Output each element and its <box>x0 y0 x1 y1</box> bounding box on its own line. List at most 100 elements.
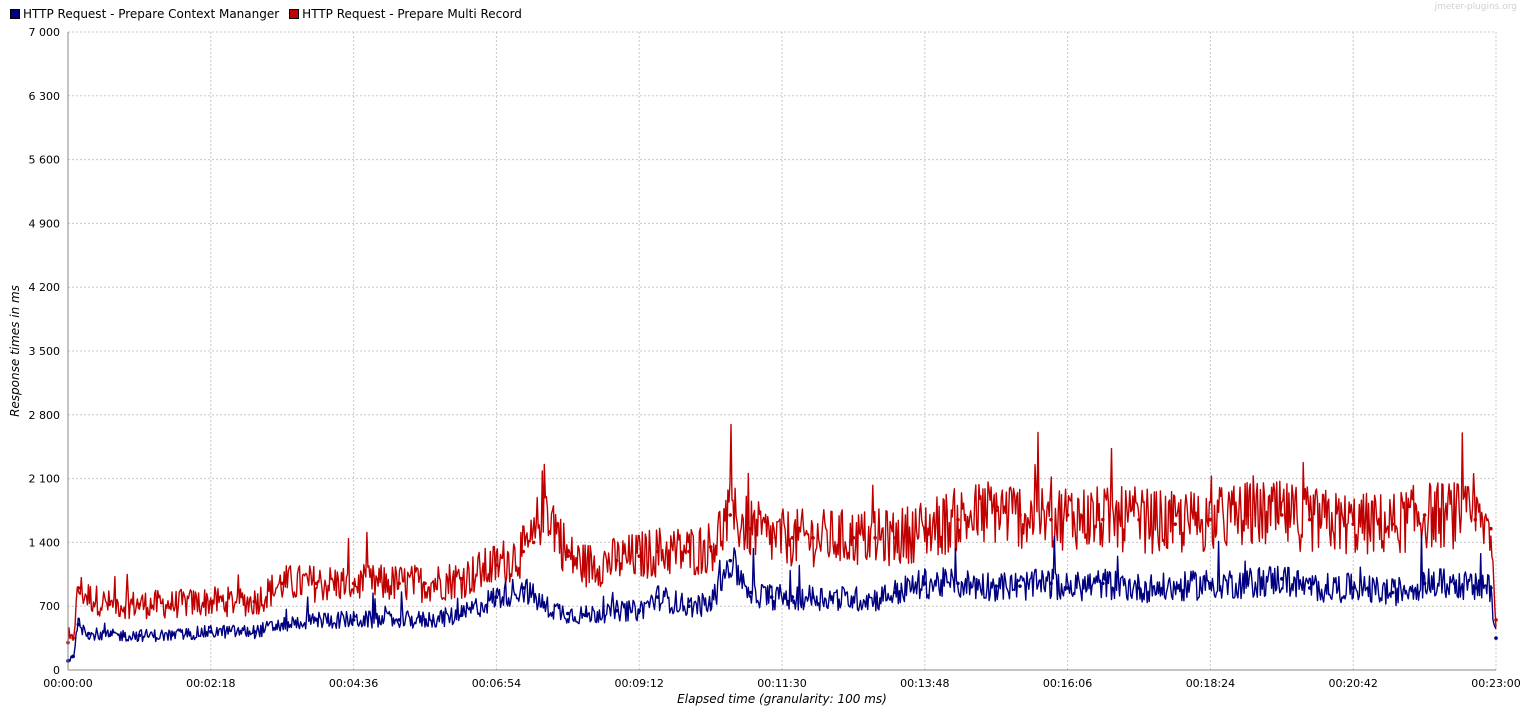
data-point <box>137 602 142 607</box>
data-point <box>397 581 401 586</box>
data-point <box>209 599 213 604</box>
data-point <box>708 545 713 549</box>
data-point <box>1018 584 1022 588</box>
data-point <box>1422 581 1427 586</box>
legend-swatch-multi-record <box>289 9 300 19</box>
x-tick-label: 00:20:42 <box>1328 677 1377 690</box>
data-point <box>1351 522 1355 526</box>
y-axis-label: Response times in ms <box>8 285 22 417</box>
data-point <box>542 604 546 608</box>
series-layer <box>66 423 1498 663</box>
data-point <box>873 597 877 601</box>
data-point <box>749 526 753 531</box>
data-point <box>894 536 898 540</box>
x-tick-label: 00:18:24 <box>1186 677 1235 690</box>
x-axis-label: Elapsed time (granularity: 100 ms) <box>677 692 887 706</box>
x-tick-label: 00:16:06 <box>1043 677 1092 690</box>
tick-labels: 0 700 1 400 2 100 2 800 3 500 4 200 4 900 5 600 6… <box>29 26 1521 690</box>
data-point <box>1245 513 1250 517</box>
series-0 <box>66 532 1498 663</box>
data-point <box>923 526 927 531</box>
data-point <box>76 586 81 590</box>
legend-label-multi-record: HTTP Request - Prepare Multi Record <box>302 7 522 21</box>
data-point <box>1065 513 1070 517</box>
data-point <box>994 508 998 513</box>
data-point <box>280 622 285 627</box>
data-point <box>423 618 427 622</box>
x-tick-label: 00:11:30 <box>757 677 806 690</box>
data-point <box>1351 586 1355 590</box>
data-point <box>107 633 112 638</box>
watermark: jmeter-plugins.org <box>1434 2 1517 12</box>
data-point <box>1390 590 1395 595</box>
data-point <box>71 636 75 640</box>
data-point <box>314 618 319 622</box>
data-point <box>637 608 641 613</box>
data-point <box>1018 513 1022 517</box>
data-point <box>1100 517 1105 522</box>
data-point <box>521 549 526 554</box>
data-point <box>873 536 877 540</box>
data-point <box>86 595 91 599</box>
data-point <box>280 581 285 586</box>
y-tick-label: 3 500 <box>29 345 61 358</box>
data-point <box>1280 577 1284 581</box>
data-point <box>1137 517 1141 522</box>
y-tick-label: 6 300 <box>29 90 61 103</box>
data-point <box>521 586 526 590</box>
legend-label-context-manager: HTTP Request - Prepare Context Mananger <box>23 7 280 21</box>
data-point <box>1065 586 1070 590</box>
data-point <box>769 595 774 599</box>
data-point <box>749 590 753 595</box>
data-point <box>169 633 174 638</box>
x-tick-label: 00:02:18 <box>186 677 235 690</box>
data-point <box>1100 581 1105 586</box>
data-point <box>351 618 356 622</box>
legend: HTTP Request - Prepare Context Mananger … <box>10 7 532 21</box>
data-point <box>1494 636 1498 640</box>
y-tick-label: 700 <box>39 600 60 613</box>
data-point <box>1452 581 1457 586</box>
data-point <box>252 599 257 604</box>
series-1 <box>66 423 1498 645</box>
data-point <box>86 631 91 636</box>
data-point <box>71 654 75 659</box>
data-point <box>1049 581 1053 586</box>
data-point <box>1137 586 1141 590</box>
data-point <box>687 604 691 608</box>
data-point <box>459 613 464 618</box>
data-point <box>811 536 815 540</box>
data-point <box>1422 513 1427 517</box>
data-point <box>1489 586 1493 590</box>
data-point <box>956 517 960 522</box>
data-point <box>687 549 691 554</box>
grid <box>68 31 1497 670</box>
data-point <box>1390 522 1395 526</box>
data-point <box>1173 522 1178 526</box>
data-point <box>708 602 713 607</box>
data-point <box>728 513 733 517</box>
data-point <box>397 618 401 622</box>
data-point <box>1489 526 1493 531</box>
data-point <box>76 622 81 627</box>
data-point <box>656 549 660 554</box>
x-tick-label: 00:04:36 <box>329 677 378 690</box>
data-point <box>494 563 499 567</box>
data-point <box>1173 586 1178 590</box>
data-point <box>656 595 660 599</box>
data-point <box>956 581 960 586</box>
y-tick-label: 7 000 <box>29 26 61 39</box>
data-point <box>790 595 795 599</box>
data-point <box>1307 586 1312 590</box>
data-point <box>531 540 536 545</box>
data-point <box>1494 618 1498 622</box>
data-point <box>1280 513 1284 517</box>
data-point <box>1208 517 1213 522</box>
y-tick-label: 4 900 <box>29 217 61 230</box>
data-point <box>351 581 356 586</box>
legend-item-multi-record: HTTP Request - Prepare Multi Record <box>289 7 522 21</box>
x-tick-label: 00:13:48 <box>900 677 949 690</box>
data-point <box>209 629 213 634</box>
y-tick-label: 2 100 <box>29 473 61 486</box>
y-tick-label: 2 800 <box>29 409 61 422</box>
